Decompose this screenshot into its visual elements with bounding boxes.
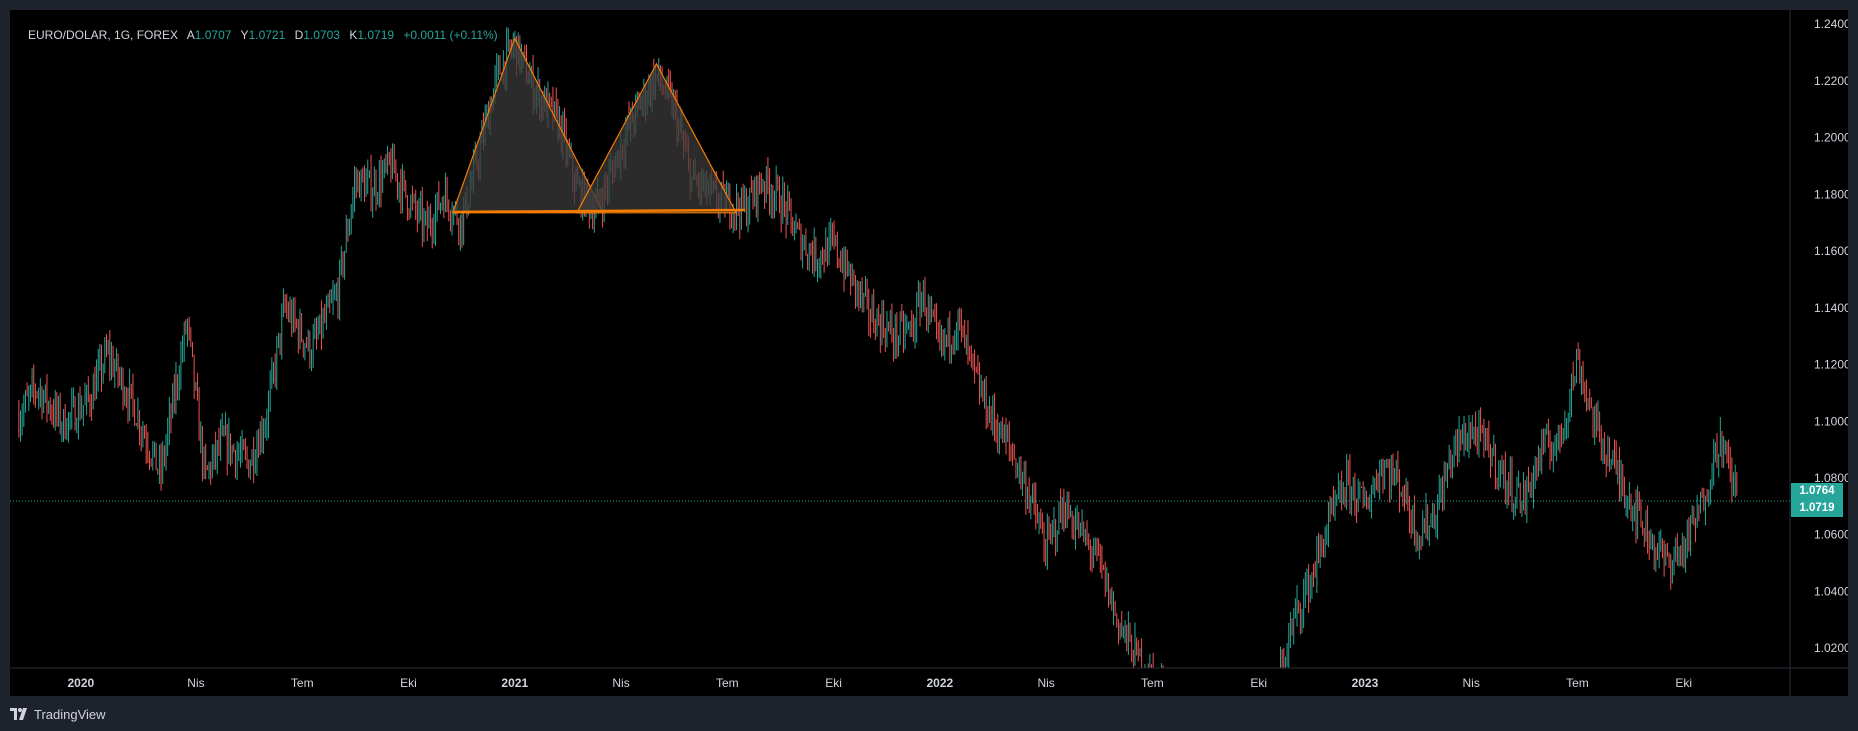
close-label: K [349, 28, 358, 42]
low-value: 1.0703 [303, 28, 340, 42]
price-chart[interactable]: 2020 Nis Tem Eki 2021 Nis Tem Eki 2022 Nis Tem Eki 2… [10, 10, 1848, 696]
price-tick-label: 1.0800 [1814, 471, 1848, 485]
time-tick-label: Nis [1037, 676, 1054, 690]
price-tick-label: 1.1000 [1814, 414, 1848, 428]
low-label: D [294, 28, 304, 42]
time-tick-label: Tem [716, 676, 739, 690]
left-shoulder-triangle[interactable] [451, 36, 605, 214]
time-tick-label: Nis [187, 676, 204, 690]
symbol-name[interactable]: EURO/DOLAR, 1G, FOREX [28, 28, 179, 42]
price-tick-label: 1.2400 [1814, 17, 1848, 31]
time-tick-label: 2022 [926, 676, 953, 690]
tradingview-brand[interactable]: TradingView [10, 705, 106, 723]
chart-panel[interactable]: 2020 Nis Tem Eki 2021 Nis Tem Eki 2022 Nis Tem Eki 2… [10, 10, 1848, 696]
time-tick-label: 2020 [67, 676, 94, 690]
open-label: A [186, 28, 195, 42]
neckline[interactable] [452, 208, 746, 214]
pattern-drawings[interactable] [451, 36, 746, 214]
price-axis[interactable]: 1.2400 1.2200 1.2000 1.1800 1.1600 1.1400 1.12… [1789, 10, 1848, 696]
brand-name: TradingView [34, 706, 106, 722]
candles-layer [18, 27, 1738, 668]
price-tick-label: 1.2200 [1814, 74, 1848, 88]
time-tick-label: Eki [1675, 676, 1692, 690]
time-tick-label: Tem [291, 676, 314, 690]
price-tick-label: 1.0600 [1814, 528, 1848, 542]
time-tick-label: Tem [1566, 676, 1589, 690]
price-tick-label: 1.0400 [1814, 584, 1848, 598]
right-shoulder-triangle[interactable] [575, 62, 738, 214]
price-tick-label: 1.2000 [1814, 131, 1848, 145]
change-value: +0.0011 (+0.11%) [403, 28, 498, 42]
tradingview-logo-icon [10, 708, 27, 720]
time-tick-label: Tem [1141, 676, 1164, 690]
price-badge-last: 1.0719 [1791, 500, 1843, 517]
time-tick-label: Eki [400, 676, 417, 690]
time-axis[interactable]: 2020 Nis Tem Eki 2021 Nis Tem Eki 2022 Nis Tem Eki 2… [10, 667, 1848, 690]
time-tick-label: Eki [1250, 676, 1267, 690]
price-tick-label: 1.1800 [1814, 187, 1848, 201]
price-badge-upper: 1.0764 [1791, 483, 1843, 500]
time-tick-label: Eki [825, 676, 842, 690]
price-tick-label: 1.1400 [1814, 301, 1848, 315]
symbol-legend: EURO/DOLAR, 1G, FOREX A1.0707 Y1.0721 D1… [28, 28, 498, 42]
time-tick-label: 2023 [1352, 676, 1379, 690]
time-tick-label: Nis [1463, 676, 1480, 690]
time-tick-label: Nis [612, 676, 629, 690]
high-value: 1.0721 [248, 28, 286, 42]
close-value: 1.0719 [357, 28, 395, 42]
price-tick-label: 1.0200 [1814, 641, 1848, 655]
open-value: 1.0707 [194, 28, 232, 42]
high-label: Y [240, 28, 249, 42]
price-tick-label: 1.1600 [1814, 244, 1848, 258]
price-tick-label: 1.1200 [1814, 358, 1848, 372]
time-tick-label: 2021 [501, 676, 528, 690]
